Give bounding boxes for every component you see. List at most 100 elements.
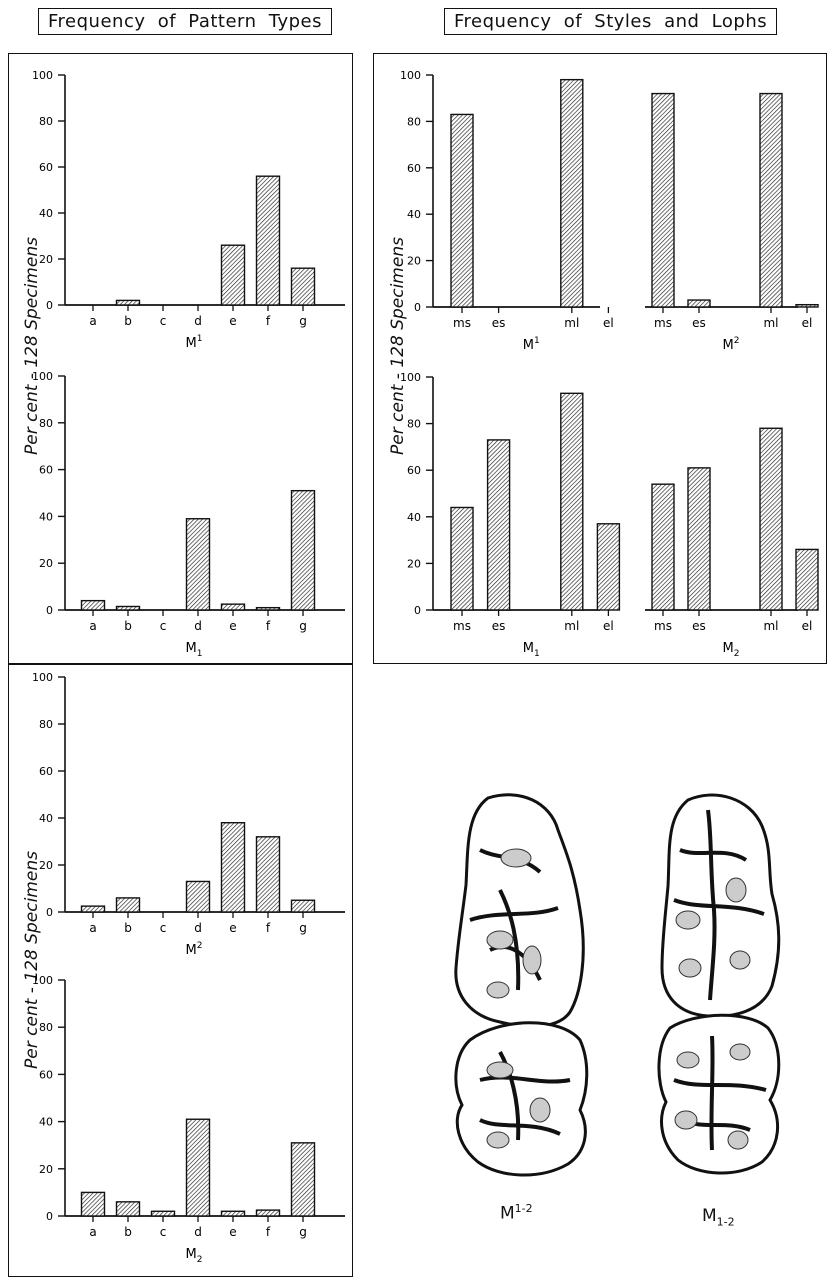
bar-el: [795, 548, 819, 611]
x-tick-label: g: [299, 314, 307, 328]
y-tick-label: 20: [407, 255, 421, 268]
y-tick-label: 0: [46, 604, 53, 617]
y-tick-label: 40: [39, 812, 53, 825]
bar-f: [255, 175, 281, 306]
x-tick-label: b: [124, 921, 132, 935]
bar-f: [255, 836, 281, 913]
bar-b: [115, 897, 141, 913]
chart-title: M1: [186, 334, 203, 351]
bar-d: [185, 1118, 211, 1217]
bar-ms: [651, 483, 675, 611]
x-tick-label: ml: [564, 619, 579, 633]
x-tick-label: d: [194, 921, 202, 935]
y-tick-label: 60: [407, 162, 421, 175]
x-tick-label: c: [160, 619, 167, 633]
y-tick-label: 60: [39, 161, 53, 174]
y-tick-label: 0: [414, 301, 421, 314]
bar-d: [185, 518, 211, 611]
chart-title: M2: [186, 941, 203, 958]
y-tick-label: 100: [32, 974, 53, 987]
bar-es: [687, 467, 711, 611]
chart-8: ms es ml el M2: [645, 427, 819, 659]
bar-a: [80, 905, 106, 913]
y-tick-label: 80: [407, 115, 421, 128]
y-tick-label: 100: [32, 370, 53, 383]
bar-g: [290, 1142, 316, 1217]
x-tick-label: el: [603, 619, 614, 633]
x-tick-label: es: [692, 619, 706, 633]
y-tick-label: 100: [32, 69, 53, 82]
y-tick-label: 100: [400, 371, 421, 384]
y-tick-label: 60: [39, 464, 53, 477]
y-tick-label: 60: [39, 765, 53, 778]
bar-c: [150, 1210, 176, 1217]
x-tick-label: d: [194, 1225, 202, 1239]
y-tick-label: 20: [39, 557, 53, 570]
x-tick-label: ml: [564, 316, 579, 330]
y-tick-label: 20: [407, 557, 421, 570]
bar-a: [80, 1191, 106, 1217]
y-tick-label: 40: [39, 510, 53, 523]
bar-es: [486, 439, 511, 611]
upper-molars-drawing: [454, 793, 589, 1177]
x-tick-label: f: [266, 619, 271, 633]
x-tick-label: e: [229, 921, 236, 935]
upper-molars-label: M1-2: [500, 1202, 533, 1224]
y-tick-label: 20: [39, 253, 53, 266]
x-tick-label: e: [229, 314, 236, 328]
bar-b: [115, 299, 141, 306]
x-tick-label: es: [492, 316, 506, 330]
chart-4: 0 20 40 60 80 100 a b c d e f g M2: [32, 974, 345, 1265]
x-tick-label: ms: [654, 316, 672, 330]
bar-g: [290, 267, 316, 306]
chart-6: ms es ml el M2: [645, 92, 819, 353]
bar-e: [220, 244, 246, 306]
bar-es: [687, 299, 711, 308]
chart-title: M2: [723, 641, 740, 659]
pattern-upper-panel: [8, 53, 353, 665]
chart-title: M1: [523, 336, 540, 353]
y-tick-label: 0: [46, 1210, 53, 1223]
x-tick-label: g: [299, 1225, 307, 1239]
x-tick-label: e: [229, 1225, 236, 1239]
bar-ms: [450, 506, 474, 611]
bar-e: [220, 822, 246, 913]
x-tick-label: g: [299, 619, 307, 633]
lower-molars-label: M1-2: [702, 1206, 735, 1229]
bar-e: [220, 603, 246, 611]
x-tick-label: el: [802, 316, 813, 330]
chart-3: 0 20 40 60 80 100 a b c d e f g M2: [32, 671, 345, 958]
bar-d: [185, 880, 211, 913]
y-tick-label: 20: [39, 859, 53, 872]
bar-e: [220, 1210, 246, 1217]
x-tick-label: es: [692, 316, 706, 330]
y-tick-label: 40: [39, 1116, 53, 1129]
y-tick-label: 20: [39, 1163, 53, 1176]
pattern-types-header: Frequency of Pattern Types: [38, 8, 332, 35]
x-tick-label: f: [266, 1225, 271, 1239]
x-tick-label: b: [124, 314, 132, 328]
y-tick-label: 100: [32, 671, 53, 684]
y-tick-label: 40: [39, 207, 53, 220]
lower-molars-drawing: [657, 793, 781, 1175]
y-tick-label: 80: [407, 418, 421, 431]
x-tick-label: ml: [763, 619, 778, 633]
bar-b: [115, 605, 141, 611]
x-tick-label: d: [194, 619, 202, 633]
bar-ms: [651, 92, 675, 308]
x-tick-label: c: [160, 314, 167, 328]
chart-1: 0 20 40 60 80 100 a b c d e f g M1: [32, 69, 345, 351]
x-tick-label: ms: [654, 619, 672, 633]
bar-el: [596, 523, 621, 611]
bar-b: [115, 1201, 141, 1217]
x-tick-label: es: [492, 619, 506, 633]
x-tick-label: ms: [453, 619, 471, 633]
pattern-lower-panel: [8, 663, 353, 1277]
bar-ml: [759, 427, 783, 611]
chart-title: M2: [723, 336, 740, 353]
x-tick-label: f: [266, 921, 271, 935]
x-tick-label: d: [194, 314, 202, 328]
x-tick-label: ml: [763, 316, 778, 330]
x-tick-label: c: [160, 921, 167, 935]
